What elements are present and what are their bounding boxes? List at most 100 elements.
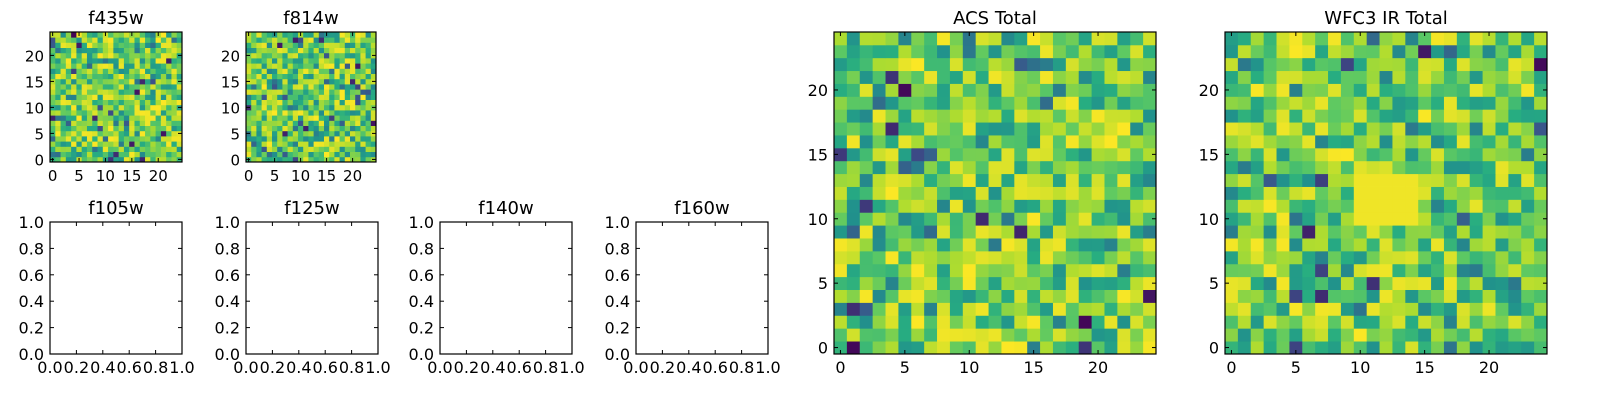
heatmap-cell	[1431, 70, 1445, 84]
heatmap-cell	[287, 151, 294, 158]
heatmap-cell	[1482, 44, 1496, 59]
heatmap-cell	[988, 96, 1002, 110]
heatmap-cell	[365, 99, 372, 106]
heatmap-cell	[370, 136, 377, 142]
heatmap-cell	[251, 99, 257, 106]
heatmap-cell	[1521, 315, 1535, 329]
heatmap-cell	[145, 156, 151, 163]
heatmap-cell	[885, 341, 899, 355]
y-tick-label: 0.2	[19, 319, 44, 338]
heatmap-cell	[303, 94, 309, 100]
heatmap-cell	[924, 276, 938, 290]
heatmap-cell	[1250, 83, 1265, 97]
heatmap-cell	[859, 70, 874, 84]
heatmap-cell	[1263, 328, 1277, 342]
heatmap-cell	[1340, 32, 1355, 46]
heatmap-cell	[266, 146, 273, 152]
heatmap-cell	[166, 68, 172, 74]
heatmap-cell	[834, 263, 848, 278]
heatmap-cell	[266, 63, 273, 69]
heatmap-cell	[1104, 32, 1118, 46]
heatmap-cell	[885, 263, 899, 278]
heatmap-cell	[76, 94, 83, 100]
heatmap-cell	[1078, 122, 1092, 136]
heatmap-cell	[1014, 250, 1028, 265]
heatmap-cell	[1143, 212, 1157, 226]
heatmap-cell	[885, 122, 899, 136]
heatmap-cell	[1392, 238, 1406, 252]
heatmap-cell	[1418, 32, 1432, 46]
heatmap-cell	[160, 104, 167, 111]
heatmap-cell	[251, 136, 257, 142]
heatmap-cell	[1379, 341, 1393, 355]
heatmap-cell	[256, 68, 262, 74]
heatmap-cell	[118, 73, 125, 80]
heatmap-cell	[911, 109, 925, 123]
heatmap-cell	[76, 47, 83, 54]
heatmap-cell	[123, 68, 130, 74]
heatmap-cell	[171, 110, 178, 116]
heatmap-cell	[251, 115, 257, 121]
heatmap-cell	[1418, 83, 1432, 97]
heatmap-cell	[108, 151, 114, 158]
heatmap-cell	[50, 99, 56, 106]
heatmap-cell	[1065, 250, 1080, 265]
heatmap-cell	[266, 32, 273, 38]
heatmap-cell	[1340, 250, 1355, 265]
heatmap-cell	[1392, 57, 1406, 72]
heatmap-cell	[261, 68, 268, 74]
heatmap-cell	[975, 147, 989, 162]
y-tick-label: 0.4	[215, 292, 240, 311]
heatmap-cell	[55, 99, 61, 106]
heatmap-cell	[329, 99, 335, 106]
heatmap-cell	[261, 32, 268, 38]
heatmap-cell	[1379, 238, 1393, 252]
heatmap-cell	[1302, 238, 1316, 252]
heatmap-cell	[872, 328, 886, 342]
heatmap-cell	[1250, 263, 1265, 278]
heatmap-cell	[261, 141, 268, 147]
heatmap-cell	[71, 89, 77, 95]
heatmap-cell	[246, 94, 252, 100]
heatmap-cell	[1392, 96, 1406, 110]
heatmap-cell	[102, 84, 109, 90]
heatmap-cell	[303, 37, 309, 43]
heatmap-cell	[298, 120, 304, 126]
heatmap-cell	[303, 151, 309, 158]
heatmap-cell	[108, 146, 114, 152]
heatmap-cell	[139, 58, 146, 64]
heatmap-cell	[123, 58, 130, 64]
heatmap-cell	[1469, 199, 1483, 213]
heatmap-cell	[1130, 32, 1144, 46]
heatmap-cell	[1289, 83, 1303, 97]
heatmap-cell	[834, 122, 848, 136]
heatmap-cell	[277, 125, 283, 132]
heatmap-cell	[355, 94, 361, 100]
heatmap-cell	[318, 141, 325, 147]
heatmap-cell	[1040, 160, 1054, 175]
heatmap-cell	[65, 73, 72, 80]
heatmap-cell	[1302, 315, 1316, 329]
heatmap-cell	[360, 130, 366, 137]
heatmap-cell	[102, 58, 109, 64]
heatmap-cell	[1091, 225, 1105, 239]
heatmap-cell	[86, 32, 93, 38]
heatmap-cell	[1379, 289, 1393, 303]
heatmap-cell	[885, 70, 899, 84]
heatmap-cell	[166, 94, 172, 100]
heatmap-cell	[1456, 263, 1471, 278]
heatmap-cell	[1418, 109, 1432, 123]
heatmap-cell	[1315, 250, 1329, 265]
heatmap-cell	[1014, 96, 1028, 110]
heatmap-cell	[71, 136, 77, 142]
heatmap-cell	[1418, 263, 1432, 278]
heatmap-cell	[123, 89, 130, 95]
heatmap-cell	[251, 37, 257, 43]
heatmap-cell	[937, 212, 951, 226]
heatmap-cell	[176, 73, 183, 80]
heatmap-cell	[71, 141, 77, 147]
heatmap-cell	[108, 63, 114, 69]
heatmap-cell	[370, 141, 377, 147]
heatmap-cell	[1040, 315, 1054, 329]
